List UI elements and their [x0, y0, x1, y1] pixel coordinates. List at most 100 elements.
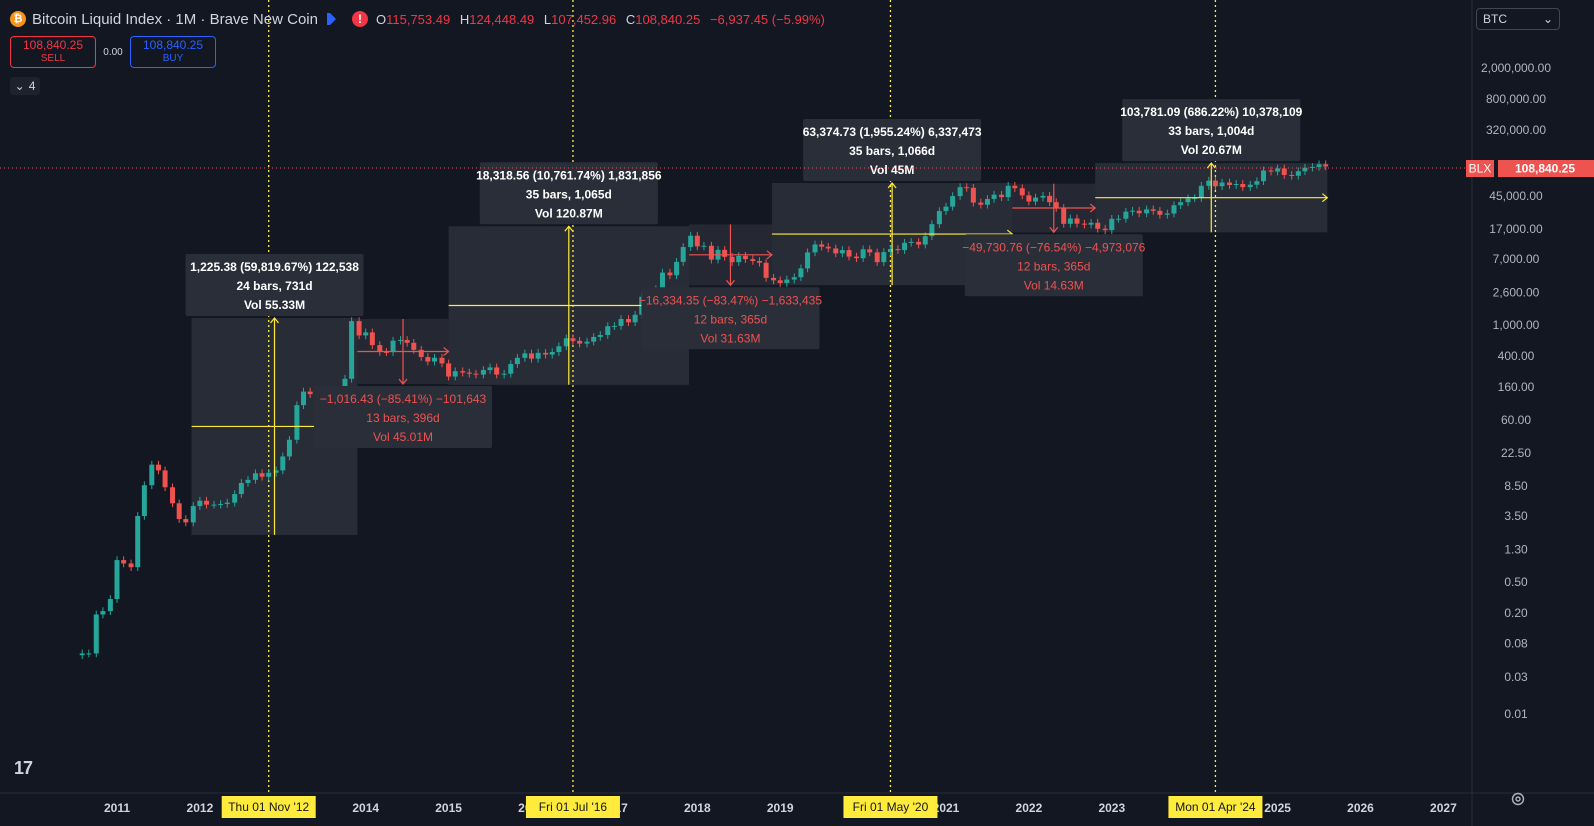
candle-body: [1109, 218, 1115, 231]
candle-body: [1185, 198, 1191, 203]
candle-body: [833, 248, 839, 254]
date-badge-bg: [221, 796, 316, 818]
sell-button[interactable]: 108,840.25 SELL: [10, 36, 96, 68]
candle-body: [404, 339, 410, 343]
price-tick-label: 7,000.00: [1493, 252, 1540, 266]
flag-icon[interactable]: [326, 13, 336, 25]
candle-body: [874, 252, 880, 263]
candle-body: [846, 250, 852, 257]
alert-icon[interactable]: !: [351, 11, 368, 27]
candle-body: [763, 262, 769, 278]
price-tag: BLX 108,840.25: [1466, 160, 1594, 177]
candle-body: [369, 332, 375, 346]
date-badge-bg: [843, 796, 938, 818]
candle-body: [383, 351, 389, 353]
candle-body: [819, 244, 825, 247]
candle-body: [301, 391, 307, 406]
close-value: 108,840.25: [635, 11, 701, 27]
candle-body: [1233, 184, 1239, 186]
candle-body: [978, 202, 984, 205]
measurement-label-bg: [314, 385, 493, 448]
measurement-label-line3: Vol 45M: [870, 163, 914, 177]
candle-body: [1130, 210, 1136, 212]
candle-body: [266, 472, 272, 477]
time-tick-label: 2011: [104, 801, 130, 815]
measurement-label-bg: [185, 253, 364, 316]
candle-body: [839, 250, 845, 254]
date-badge-bg: [1168, 796, 1263, 818]
arrow-head: [1206, 162, 1216, 169]
measurement-label-bg: [1122, 99, 1301, 162]
candle-body: [377, 345, 383, 352]
arrow-head: [1089, 203, 1097, 213]
candle-body: [1047, 195, 1053, 203]
crosshair-lines: [268, 0, 1217, 793]
sell-price: 108,840.25: [22, 38, 84, 52]
date-badge: Thu 01 Nov '12: [228, 800, 309, 814]
bitcoin-icon[interactable]: ₿: [10, 11, 26, 27]
candle-body: [543, 352, 549, 355]
measurement-label-line2: 24 bars, 731d: [236, 279, 312, 293]
candle-body: [798, 268, 804, 278]
candle-body: [1005, 185, 1011, 198]
price-tick-label: 45,000.00: [1489, 189, 1543, 203]
measurement-label-line3: Vol 120.87M: [535, 206, 603, 220]
measurement-label-line3: Vol 45.01M: [373, 430, 433, 444]
buy-label: BUY: [162, 53, 184, 64]
price-tick-label: 2,600.00: [1493, 286, 1540, 300]
price-tag-value-bg: [1498, 160, 1594, 177]
high-label: H: [459, 11, 470, 27]
indicators-toggle[interactable]: ⌄ 4: [10, 77, 40, 95]
symbol-title[interactable]: Bitcoin Liquid Index · 1M · Brave New Co…: [32, 10, 318, 28]
candle-body: [1095, 222, 1101, 229]
low-value: 107,452.96: [551, 11, 617, 27]
candle-body: [107, 599, 113, 612]
currency-select[interactable]: BTC ⌄: [1476, 8, 1560, 30]
date-badge: Fri 01 May '20: [853, 800, 929, 814]
candle-body: [577, 340, 583, 344]
gear-icon[interactable]: [1510, 791, 1526, 807]
candle-body: [570, 338, 576, 341]
candle-body: [1150, 209, 1156, 211]
candle-body: [887, 248, 893, 253]
candle-body: [1227, 182, 1233, 186]
candle-body: [162, 470, 168, 488]
measurement-label-line3: Vol 14.63M: [1024, 278, 1084, 292]
candle-body: [1206, 180, 1212, 186]
date-badge: Fri 01 Jul '16: [539, 800, 608, 814]
measurement-label-bg: [964, 234, 1143, 297]
candle-body: [750, 259, 756, 262]
currency-value: BTC: [1483, 12, 1507, 26]
indicators-count: 4: [28, 79, 36, 93]
buy-button[interactable]: 108,840.25 BUY: [130, 36, 216, 68]
time-tick-label: 2018: [684, 801, 711, 815]
candle-body: [597, 334, 603, 337]
candle-body: [1295, 171, 1301, 176]
tradingview-logo-icon[interactable]: 17: [14, 758, 33, 778]
candle-body: [632, 314, 638, 323]
price-tick-label: 0.08: [1504, 637, 1528, 651]
candle-body: [916, 241, 922, 245]
candle-body: [1254, 181, 1260, 185]
candle-body: [618, 319, 624, 326]
arrow-head: [398, 378, 408, 385]
chevron-down-icon: ⌄: [14, 79, 25, 93]
candle-body: [1178, 202, 1184, 206]
time-tick-label: 2025: [1264, 801, 1291, 815]
price-tick-label: 0.03: [1504, 670, 1528, 684]
time-tick-label: 2012: [187, 801, 214, 815]
date-badge-bg: [525, 796, 620, 818]
candle-body: [701, 245, 707, 247]
price-tick-label: 0.01: [1504, 707, 1528, 721]
date-badge: Mon 01 Apr '24: [1175, 800, 1256, 814]
candle-body: [625, 319, 631, 323]
candle-body: [812, 244, 818, 253]
measurement-label-line2: 12 bars, 365d: [1017, 259, 1090, 273]
candle-body: [1053, 202, 1059, 208]
candle-body: [425, 356, 431, 362]
open-label: O: [375, 11, 387, 27]
candle-body: [452, 371, 458, 377]
chart-header: ₿ Bitcoin Liquid Index · 1M · Brave New …: [10, 6, 831, 32]
arrow-head: [725, 279, 735, 287]
